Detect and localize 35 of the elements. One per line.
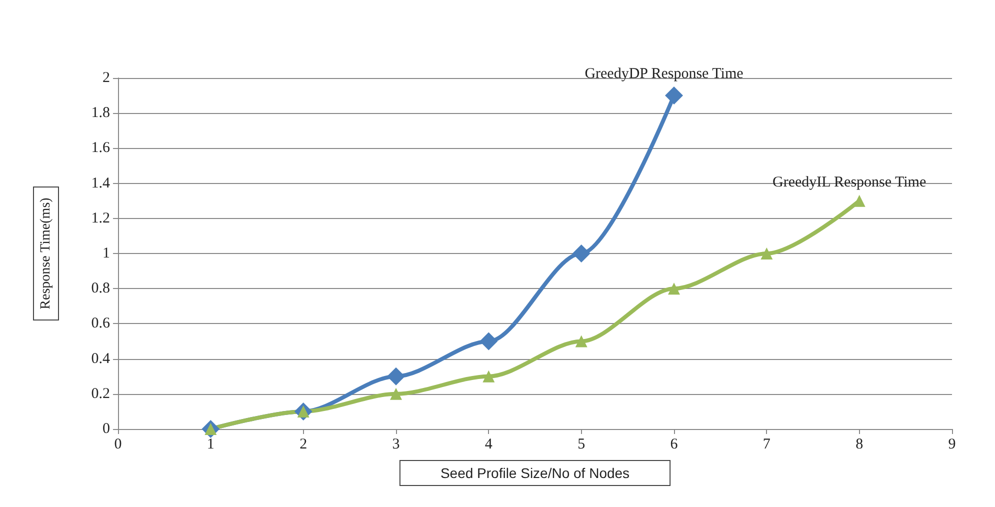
point (760, 248, 773, 260)
point (668, 282, 680, 295)
series-label: GreedyIL Response Time (772, 174, 926, 190)
point (665, 86, 683, 105)
y-tick-label: 1.2 (91, 210, 110, 226)
x-tick-label: 3 (392, 436, 400, 452)
y-axis-title: Response Time(ms) (38, 197, 54, 310)
x-tick-label: 1 (206, 436, 214, 452)
y-tick-label: 1.6 (91, 140, 110, 156)
x-tick-label: 0 (114, 436, 122, 452)
x-tick-label: 7 (762, 436, 771, 452)
y-tick-label: 0.6 (91, 316, 110, 332)
series-label: GreedyDP Response Time (584, 66, 744, 82)
y-tick-label: 0 (102, 421, 110, 437)
point (575, 335, 588, 348)
y-tick-label: 2 (102, 70, 110, 86)
y-tick-label: 0.4 (91, 350, 110, 367)
point (853, 194, 866, 207)
x-tick-label: 9 (948, 436, 956, 452)
x-axis-title: Seed Profile Size/No of Nodes (440, 465, 630, 481)
x-tick-label: 2 (300, 436, 308, 452)
x-tick-label: 4 (484, 436, 493, 452)
point (387, 367, 405, 386)
point (482, 370, 495, 382)
point (480, 332, 498, 350)
x-tick-label: 8 (856, 436, 864, 452)
y-tick-label: 0.8 (91, 280, 110, 297)
point (572, 244, 590, 262)
y-tick-label: 1.4 (91, 175, 110, 192)
y-tick-label: 0.2 (91, 386, 110, 402)
y-tick-label: 1 (102, 246, 110, 262)
y-tick-label: 1.8 (91, 105, 110, 122)
point (390, 388, 402, 400)
x-tick-label: 5 (578, 436, 586, 452)
x-tick-label: 6 (670, 436, 678, 452)
